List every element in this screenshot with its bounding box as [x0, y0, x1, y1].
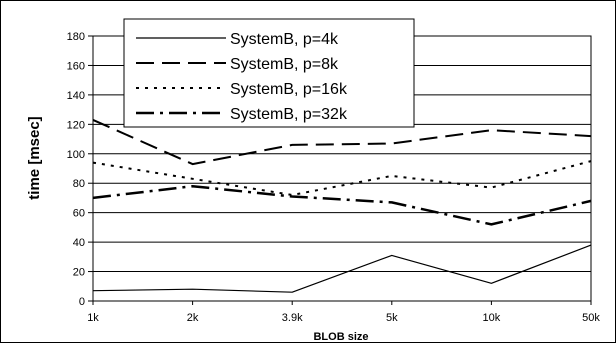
series-line-1	[92, 118, 592, 166]
legend-box	[123, 18, 415, 128]
x-tick-label: 1k	[87, 312, 99, 324]
x-tick-label: 5k	[386, 312, 398, 324]
y-tick-label: 160	[67, 60, 85, 72]
y-axis-tick-labels: 0 20 40 60 80 100 120 140 160 180	[67, 31, 93, 308]
legend: SystemB, p=4k SystemB, p=8k SystemB, p=16k…	[123, 18, 415, 128]
y-tick-label: 20	[73, 267, 85, 279]
y-tick-label: 80	[73, 178, 85, 190]
x-tick-label: 3.9k	[282, 312, 303, 324]
series-line-3	[92, 184, 592, 226]
x-axis-tick-labels: 1k 2k 3.9k 5k 10k 50k	[87, 301, 600, 324]
x-axis-title: BLOB size	[313, 331, 368, 342]
line-chart: 0 20 40 60 80 100 120 140 160 180 1k 2k 3.9k 5k 10k 50…	[26, 18, 600, 343]
legend-label-3: SystemB, p=32k	[230, 106, 348, 123]
y-axis-title: time [msec]	[26, 116, 43, 199]
series-line-2	[92, 160, 592, 196]
y-tick-label: 180	[67, 31, 85, 43]
y-tick-label: 60	[73, 208, 85, 220]
series-line-0	[92, 244, 592, 293]
y-tick-label: 140	[67, 90, 85, 102]
y-tick-label: 100	[67, 149, 85, 161]
y-tick-label: 120	[67, 119, 85, 131]
legend-label-0: SystemB, p=4k	[230, 31, 339, 48]
series-lines	[92, 118, 592, 293]
legend-label-2: SystemB, p=16k	[230, 81, 348, 98]
x-tick-label: 2k	[187, 312, 199, 324]
y-tick-label: 40	[73, 237, 85, 249]
x-tick-label: 50k	[582, 312, 600, 324]
y-tick-label: 0	[79, 296, 85, 308]
legend-label-1: SystemB, p=8k	[230, 56, 339, 73]
x-tick-label: 10k	[483, 312, 501, 324]
